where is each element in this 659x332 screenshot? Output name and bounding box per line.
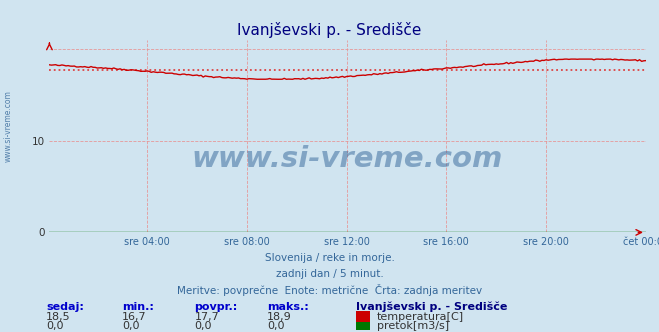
Text: pretok[m3/s]: pretok[m3/s] [377,321,449,331]
Text: www.si-vreme.com: www.si-vreme.com [4,90,13,162]
Text: Slovenija / reke in morje.: Slovenija / reke in morje. [264,253,395,263]
Text: Ivanjševski p. - Središče: Ivanjševski p. - Središče [356,302,507,312]
Text: 16,7: 16,7 [122,312,146,322]
Text: zadnji dan / 5 minut.: zadnji dan / 5 minut. [275,269,384,279]
Text: povpr.:: povpr.: [194,302,238,312]
Text: 0,0: 0,0 [122,321,140,331]
Text: 0,0: 0,0 [267,321,285,331]
Text: sedaj:: sedaj: [46,302,84,312]
Text: min.:: min.: [122,302,154,312]
Text: maks.:: maks.: [267,302,308,312]
Text: 18,9: 18,9 [267,312,292,322]
Text: www.si-vreme.com: www.si-vreme.com [192,145,503,173]
Text: 0,0: 0,0 [46,321,64,331]
Text: Meritve: povprečne  Enote: metrične  Črta: zadnja meritev: Meritve: povprečne Enote: metrične Črta:… [177,284,482,296]
Text: 0,0: 0,0 [194,321,212,331]
Text: 17,7: 17,7 [194,312,219,322]
Text: temperatura[C]: temperatura[C] [377,312,464,322]
Text: 18,5: 18,5 [46,312,71,322]
Text: Ivanjševski p. - Središče: Ivanjševski p. - Središče [237,22,422,38]
